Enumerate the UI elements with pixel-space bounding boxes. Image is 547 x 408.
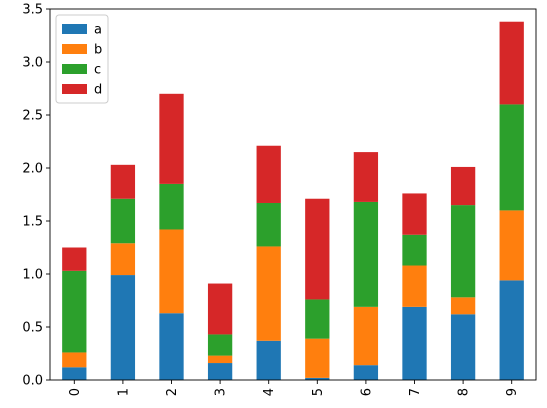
bar-segment-d-1 bbox=[110, 164, 136, 199]
legend-label-b: b bbox=[94, 43, 102, 58]
bar-segment-d-3 bbox=[207, 283, 233, 335]
bar-segment-d-2 bbox=[159, 93, 184, 184]
bar-segment-b-4 bbox=[256, 246, 281, 341]
bar-segment-b-1 bbox=[110, 243, 136, 276]
legend-swatch-b bbox=[62, 44, 87, 54]
bar-segment-c-3 bbox=[207, 334, 233, 356]
bar-segment-a-9 bbox=[499, 280, 524, 380]
bar-segment-b-9 bbox=[499, 210, 524, 281]
bar-segment-a-5 bbox=[305, 377, 330, 380]
y-tick-label: 2.5 bbox=[22, 109, 43, 124]
legend-label-d: d bbox=[94, 83, 102, 98]
x-tick-label: 8 bbox=[457, 388, 472, 396]
x-tick-label: 2 bbox=[165, 388, 180, 396]
bar-segment-a-2 bbox=[159, 313, 184, 380]
x-tick-label: 6 bbox=[359, 388, 374, 396]
bar-segment-d-9 bbox=[499, 21, 524, 105]
bar-segment-b-7 bbox=[402, 265, 427, 307]
x-tick-label: 5 bbox=[311, 388, 326, 396]
y-tick-label: 0.5 bbox=[22, 321, 43, 336]
x-tick-label: 9 bbox=[505, 388, 520, 396]
bar-segment-c-5 bbox=[305, 299, 330, 339]
bar-segment-b-6 bbox=[353, 306, 379, 366]
bar-segment-d-7 bbox=[402, 193, 427, 235]
bar-segment-d-4 bbox=[256, 145, 281, 203]
bar-segment-a-3 bbox=[207, 363, 233, 380]
legend-swatch-c bbox=[62, 64, 87, 74]
y-tick-label: 3.0 bbox=[22, 56, 43, 71]
x-tick-label: 7 bbox=[408, 388, 423, 396]
bar-segment-d-8 bbox=[450, 166, 476, 206]
legend-label-a: a bbox=[94, 23, 102, 38]
x-tick-label: 1 bbox=[116, 388, 131, 396]
x-tick-label: 0 bbox=[68, 388, 83, 396]
x-tick-label: 3 bbox=[214, 388, 229, 396]
bar-segment-b-3 bbox=[207, 355, 233, 364]
bar-segment-c-9 bbox=[499, 104, 524, 211]
bar-segment-b-5 bbox=[305, 338, 330, 378]
bar-segment-b-0 bbox=[62, 352, 87, 368]
bar-segment-c-7 bbox=[402, 234, 427, 266]
x-tick-label: 4 bbox=[262, 388, 277, 396]
bar-segment-a-6 bbox=[353, 365, 379, 380]
legend-label-c: c bbox=[94, 63, 101, 78]
bars-layer bbox=[62, 21, 524, 380]
y-tick-label: 1.5 bbox=[22, 215, 43, 230]
bar-segment-c-1 bbox=[110, 198, 136, 244]
bar-segment-d-6 bbox=[353, 152, 379, 202]
y-tick-label: 0.0 bbox=[22, 374, 43, 389]
bar-segment-a-4 bbox=[256, 340, 281, 380]
bar-segment-b-2 bbox=[159, 229, 184, 314]
plot-frame bbox=[49, 8, 537, 381]
bar-segment-c-2 bbox=[159, 183, 184, 230]
bar-segment-d-0 bbox=[62, 247, 87, 271]
legend-box bbox=[55, 14, 109, 104]
legend-swatch-d bbox=[62, 84, 87, 94]
bar-segment-c-6 bbox=[353, 201, 379, 307]
y-tick-label: 3.5 bbox=[22, 3, 43, 18]
bar-segment-a-0 bbox=[62, 367, 87, 380]
axes-layer: 0.0 0.5 1.0 1.5 2.0 2.5 3.0 3.5 0 1 2 3 4 5 6 7 8 9 bbox=[22, 3, 537, 396]
bar-segment-a-8 bbox=[450, 314, 476, 380]
bar-segment-a-7 bbox=[402, 306, 427, 380]
bar-segment-c-4 bbox=[256, 202, 281, 247]
legend-swatch-a bbox=[62, 24, 87, 34]
bar-segment-a-1 bbox=[110, 275, 136, 380]
bar-segment-b-8 bbox=[450, 297, 476, 315]
y-tick-label: 1.0 bbox=[22, 268, 43, 283]
bar-segment-c-8 bbox=[450, 205, 476, 298]
bar-segment-d-5 bbox=[305, 198, 330, 300]
y-tick-label: 2.0 bbox=[22, 162, 43, 177]
bar-segment-c-0 bbox=[62, 270, 87, 353]
